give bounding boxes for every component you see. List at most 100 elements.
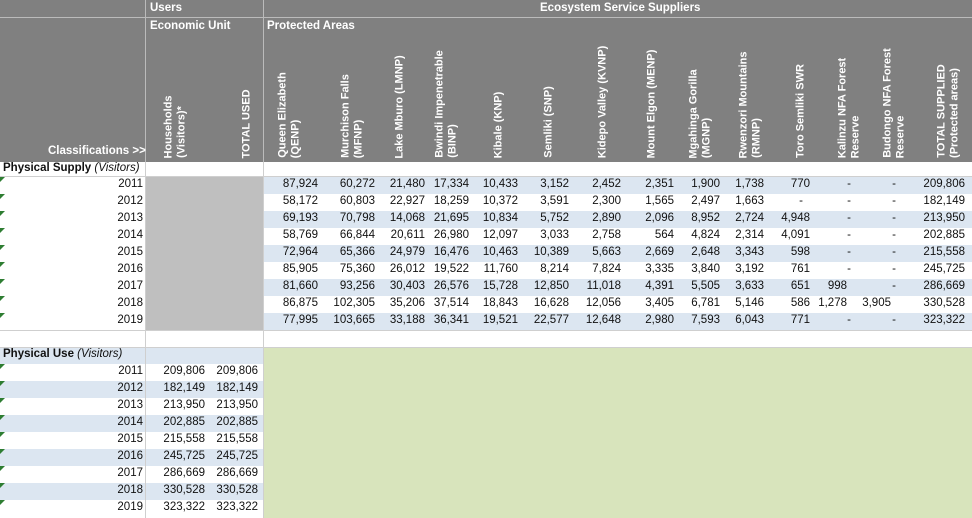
value-cell: - [892, 229, 896, 241]
year-cell: 2017 [117, 280, 143, 292]
value-cell: 3,192 [735, 263, 764, 275]
header-users-band [0, 0, 264, 162]
value-cell: 102,305 [333, 297, 375, 309]
value-cell: 22,577 [533, 314, 569, 326]
row-marker [0, 381, 5, 386]
column-header-text: Budongo NFA Forest [881, 48, 893, 158]
row-marker [0, 466, 5, 471]
value-cell: 182,149 [923, 195, 965, 207]
column-header-text: Mgahinga Gorilla [687, 68, 699, 159]
value-cell: 21,480 [389, 178, 425, 190]
value-cell: 4,824 [691, 229, 720, 241]
row-marker [0, 449, 5, 454]
value-cell: 771 [790, 314, 810, 326]
value-cell: 19,522 [433, 263, 469, 275]
table-row: 2015 215,558 215,558 [0, 432, 264, 449]
value-cell: 18,843 [482, 297, 518, 309]
year-cell: 2011 [118, 178, 143, 190]
year-cell: 2016 [117, 450, 143, 462]
green-block [264, 348, 972, 518]
value-cell: 1,663 [735, 195, 764, 207]
value-cell: - [847, 314, 851, 326]
section-gap [0, 330, 972, 348]
value-cell: 2,497 [691, 195, 720, 207]
value-cell: 286,669 [216, 467, 258, 479]
row-band [264, 211, 972, 228]
value-cell: - [847, 212, 851, 224]
value-cell: - [847, 178, 851, 190]
value-cell: 81,660 [282, 280, 318, 292]
value-cell: 209,806 [163, 365, 205, 377]
value-cell: 8,214 [540, 263, 569, 275]
column-header-text: Bwindi Impenetrable [433, 50, 445, 158]
value-cell: 18,259 [433, 195, 469, 207]
value-cell: 323,322 [163, 501, 205, 513]
physical-supply-label: Physical Supply (Visitors) [3, 162, 140, 174]
table-row: 2019 77,995 103,665 33,188 36,341 19,521 22,57… [0, 313, 972, 330]
header-col-line-1 [145, 0, 146, 162]
value-cell: 58,172 [282, 195, 318, 207]
row-marker [0, 211, 5, 216]
value-cell: 564 [654, 229, 674, 241]
value-cell: 3,335 [645, 263, 674, 275]
header-suppliers-band [264, 0, 972, 162]
value-cell: 72,964 [282, 246, 318, 258]
value-cell: 3,343 [735, 246, 764, 258]
value-cell: 36,341 [433, 314, 469, 326]
value-cell: 4,091 [781, 229, 810, 241]
column-header-text: TOTAL SUPPLIED [935, 64, 947, 158]
economic-unit-label: Economic Unit [150, 20, 231, 32]
value-cell: 3,633 [735, 280, 764, 292]
value-cell: 11,760 [483, 263, 518, 275]
value-cell: 2,648 [691, 246, 720, 258]
value-cell: 651 [790, 280, 810, 292]
year-cell: 2017 [117, 467, 143, 479]
value-cell: - [892, 280, 896, 292]
value-cell: 209,806 [923, 178, 965, 190]
value-cell: 3,033 [540, 229, 569, 241]
year-cell: 2013 [117, 399, 143, 411]
value-cell: 3,905 [862, 297, 891, 309]
value-cell: 330,528 [216, 484, 258, 496]
table-row: 2015 72,964 65,366 24,979 16,476 10,463 10,389… [0, 245, 972, 262]
value-cell: 215,558 [216, 433, 258, 445]
value-cell: 7,824 [592, 263, 621, 275]
value-cell: - [892, 212, 896, 224]
value-cell: 1,738 [735, 178, 764, 190]
value-cell: 77,995 [282, 314, 318, 326]
row-marker [0, 228, 5, 233]
value-cell: 60,803 [339, 195, 375, 207]
value-cell: 245,725 [923, 263, 965, 275]
classifications-label: Classifications >> [48, 145, 146, 157]
value-cell: 330,528 [163, 484, 205, 496]
value-cell: 2,669 [645, 246, 674, 258]
row-band [0, 381, 264, 398]
value-cell: 87,924 [282, 178, 318, 190]
value-cell: 10,389 [533, 246, 569, 258]
value-cell: 70,798 [339, 212, 375, 224]
column-header-text: Households [162, 95, 174, 158]
year-cell: 2018 [117, 484, 143, 496]
value-cell: 323,322 [216, 501, 258, 513]
year-cell: 2014 [117, 416, 143, 428]
column-header-text: Reserve [894, 115, 906, 158]
column-header-text: TOTAL USED [240, 88, 253, 159]
value-cell: 7,593 [691, 314, 720, 326]
value-cell: 30,403 [389, 280, 425, 292]
value-cell: 182,149 [163, 382, 205, 394]
value-cell: 998 [827, 280, 847, 292]
value-cell: 35,206 [389, 297, 425, 309]
row-marker [0, 262, 5, 267]
table-row: 2017 81,660 93,256 30,403 26,576 15,728 12,850… [0, 279, 972, 296]
row-marker [0, 415, 5, 420]
table-row: 2014 58,769 66,844 20,611 26,980 12,097 3,033 2… [0, 228, 972, 245]
column-header-text: (QENP) [289, 119, 301, 158]
value-cell: 323,322 [923, 314, 965, 326]
row-marker [0, 398, 5, 403]
value-cell: 5,146 [735, 297, 764, 309]
value-cell: 770 [790, 178, 810, 190]
left-border-line [145, 162, 146, 518]
value-cell: 26,980 [433, 229, 469, 241]
users-title: Users [150, 2, 182, 14]
year-cell: 2015 [117, 246, 143, 258]
